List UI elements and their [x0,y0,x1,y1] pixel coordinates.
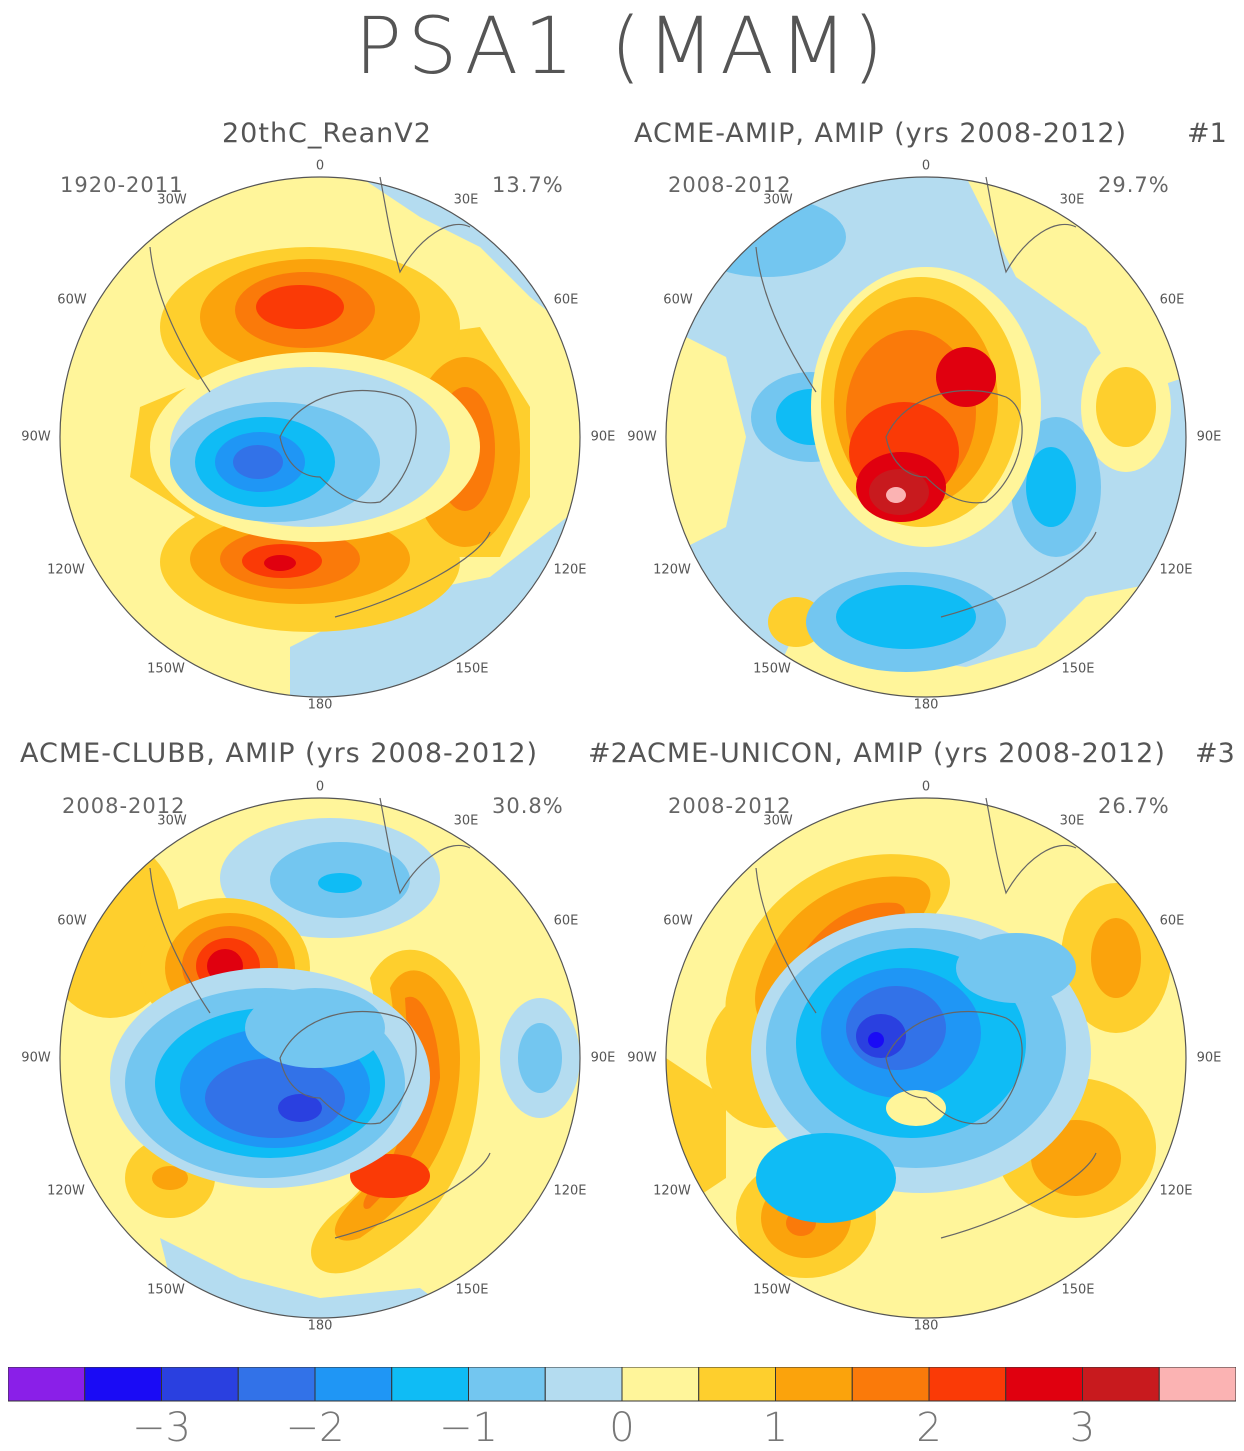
panel-4-lon-120e: 120E [1159,1183,1193,1199]
panel-3-lon-180: 180 [307,1318,333,1334]
panel-3-tag: #2 [588,738,628,769]
colorbar-box [161,1367,239,1402]
panel-3-lon-30w: 30W [157,813,187,829]
panel-1-percent: 13.7% [492,173,564,197]
panel-4-map [665,797,1187,1319]
panel-2-tag: #1 [1187,118,1227,149]
colorbar-box [391,1367,469,1402]
panel-2-years: 2008-2012 [668,173,792,197]
panel-1-lon-120e: 120E [553,562,587,578]
panel-2-lon-90w: 90W [627,429,657,445]
panel-3-lon-60e: 60E [553,913,579,929]
panel-2-lon-180: 180 [913,697,939,713]
panel-2-lon-120e: 120E [1159,562,1193,578]
panel-4-lon-150e: 150E [1061,1282,1095,1298]
colorbar-tick-label: 2 [916,1405,942,1451]
colorbar-tick-label: 3 [1069,1405,1096,1451]
panel-3-title: ACME-CLUBB, AMIP (yrs 2008-2012) [20,738,539,769]
panel-3-map [59,797,581,1319]
panel-2-lon-120w: 120W [653,562,691,578]
colorbar-box [698,1367,776,1402]
panel-1-lon-90w: 90W [21,429,51,445]
panel-1-map [59,176,581,698]
colorbar-tick-label: −1 [439,1405,498,1451]
panel-4-years: 2008-2012 [668,794,792,818]
panel-4-lon-90w: 90W [627,1050,657,1066]
panel-3-lon-30e: 30E [453,813,479,829]
colorbar-box [928,1367,1007,1402]
panel-1-lon-60e: 60E [553,292,579,308]
colorbar-box [314,1367,393,1402]
panel-4-title: ACME-UNICON, AMIP (yrs 2008-2012) [628,738,1166,769]
panel-4-percent: 26.7% [1098,794,1170,818]
panel-2-title: ACME-AMIP, AMIP (yrs 2008-2012) [634,118,1128,149]
panel-3-years: 2008-2012 [62,794,186,818]
colorbar-tick-label: 1 [762,1405,789,1451]
panel-2-lon-60w: 60W [663,292,693,308]
panel-2-map [665,176,1187,698]
panel-1-lon-30w: 30W [157,192,187,208]
panel-1-lon-30e: 30E [453,192,479,208]
panel-3-lon-60w: 60W [57,913,87,929]
panel-4-lon-60w: 60W [663,913,693,929]
panel-2-lon-30e: 30E [1059,192,1085,208]
panel-2-lon-30w: 30W [763,192,793,208]
panel-2-lon-60e: 60E [1159,292,1185,308]
colorbar-tick-label: −3 [132,1405,191,1451]
panel-1-lon-60w: 60W [57,292,87,308]
panel-3-lon-150w: 150W [147,1282,185,1298]
panel-4-lon-30e: 30E [1059,813,1085,829]
figure-title: PSA1 (MAM) [354,2,890,92]
panel-2-lon-90e: 90E [1196,429,1222,445]
panel-1-years: 1920-2011 [60,173,184,197]
panel-4-lon-60e: 60E [1159,913,1185,929]
panel-4-lon-150w: 150W [753,1282,791,1298]
colorbar-box [775,1367,853,1402]
colorbar-box [544,1367,623,1402]
colorbar-box [84,1367,162,1402]
panel-2-percent: 29.7% [1098,173,1170,197]
panel-4-lon-180: 180 [913,1318,939,1334]
colorbar-box [1158,1367,1236,1402]
colorbar-box [1005,1367,1083,1402]
panel-4-lon-90e: 90E [1196,1050,1222,1066]
panel-2-lon-150w: 150W [753,661,791,677]
panel-1-lon-120w: 120W [47,562,85,578]
panel-3-lon-120e: 120E [553,1183,587,1199]
panel-1-title: 20thC_ReanV2 [222,118,432,149]
panel-1-lon-180: 180 [307,697,333,713]
panel-3-lon-150e: 150E [455,1282,489,1298]
panel-4-lon-30w: 30W [763,813,793,829]
colorbar-box [621,1367,700,1402]
panel-4-lon-120w: 120W [653,1183,691,1199]
panel-3-percent: 30.8% [492,794,564,818]
colorbar-box [8,1367,86,1402]
colorbar-box [237,1367,316,1402]
panel-4-lon-0: 0 [921,779,931,795]
panel-1-lon-90e: 90E [590,429,616,445]
panel-2-lon-150e: 150E [1061,661,1095,677]
colorbar-box [1082,1367,1160,1402]
panel-3-lon-90e: 90E [590,1050,616,1066]
panel-4-tag: #3 [1195,738,1235,769]
colorbar-box [851,1367,930,1402]
colorbar-box [468,1367,546,1402]
panel-2-lon-0: 0 [921,158,931,174]
colorbar-tick-label: −2 [285,1405,345,1451]
panel-1-lon-150e: 150E [455,661,489,677]
panel-3-lon-120w: 120W [47,1183,85,1199]
panel-1-lon-150w: 150W [147,661,185,677]
panel-3-lon-90w: 90W [21,1050,51,1066]
panel-3-lon-0: 0 [315,779,325,795]
colorbar-tick-label: 0 [609,1405,635,1451]
colorbar [8,1367,1236,1402]
panel-1-lon-0: 0 [315,158,325,174]
